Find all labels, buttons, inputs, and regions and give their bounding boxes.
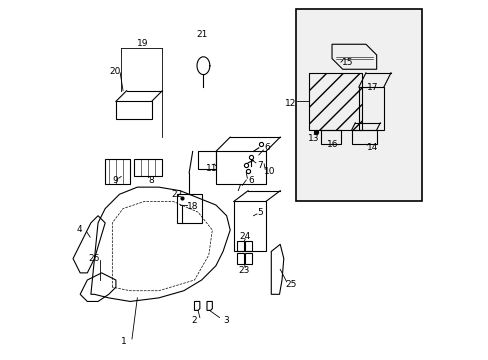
Text: 17: 17 [366, 83, 377, 92]
Text: 14: 14 [366, 143, 377, 152]
Text: 10: 10 [263, 167, 275, 176]
Text: 1: 1 [121, 337, 126, 346]
Text: 7: 7 [257, 161, 263, 170]
Text: 11: 11 [205, 164, 217, 173]
Text: 8: 8 [148, 176, 153, 185]
Text: 18: 18 [186, 202, 198, 211]
Text: 7: 7 [235, 184, 241, 193]
Text: 2: 2 [191, 316, 197, 325]
Text: 9: 9 [112, 176, 118, 185]
Text: 21: 21 [196, 30, 207, 39]
Text: 25: 25 [285, 280, 296, 289]
Bar [296, 9, 421, 202]
Text: 5: 5 [257, 208, 263, 217]
Text: 12: 12 [285, 99, 296, 108]
Text: 13: 13 [307, 134, 319, 143]
Text: 23: 23 [238, 266, 250, 275]
Text: 22: 22 [171, 190, 183, 199]
Text: 19: 19 [137, 39, 148, 48]
Text: 24: 24 [238, 232, 250, 241]
Text: 20: 20 [109, 67, 121, 76]
Text: 6: 6 [264, 143, 270, 152]
Text: 3: 3 [224, 316, 229, 325]
Text: 15: 15 [341, 58, 352, 67]
Text: 26: 26 [89, 254, 100, 263]
Text: 16: 16 [326, 140, 338, 149]
Text: 6: 6 [248, 176, 254, 185]
Text: 4: 4 [77, 225, 82, 234]
